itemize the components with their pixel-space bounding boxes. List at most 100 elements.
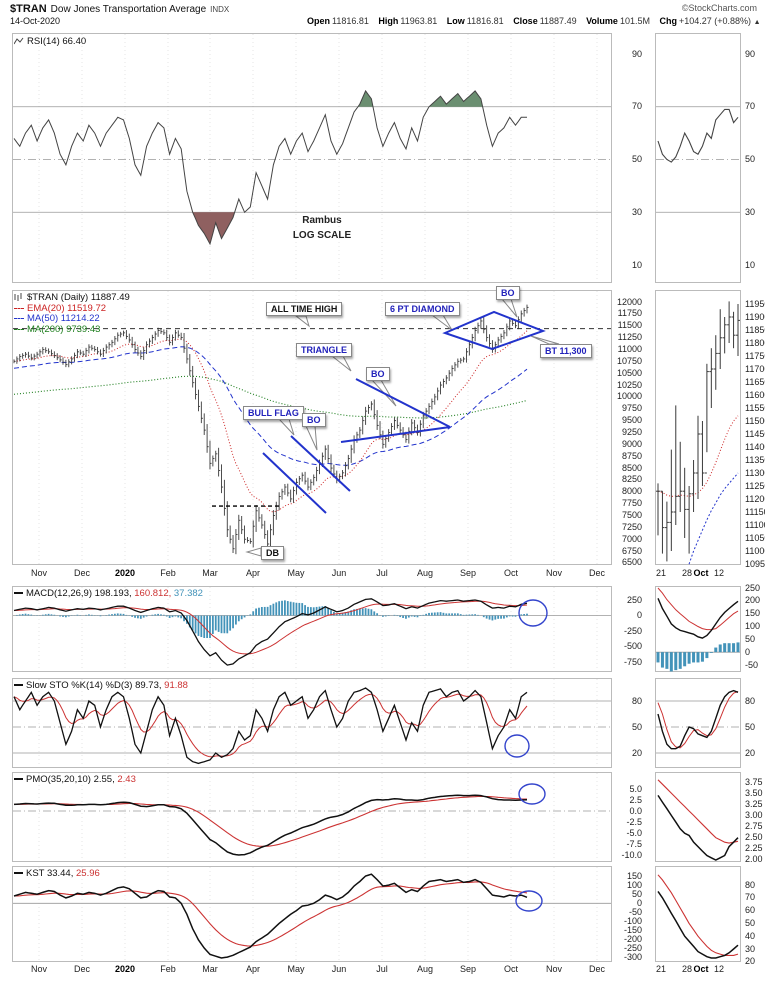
y-axis-tick: -50 (745, 659, 759, 670)
x-month-label: Feb (160, 964, 176, 974)
x-month-label: Mar (202, 568, 218, 578)
macd-signal-value: 160.812, (131, 588, 172, 599)
pmo-swatch-icon (14, 778, 23, 780)
y-axis-tick: 70 (745, 892, 756, 903)
x-month-label: Dec (73, 964, 90, 974)
kst-label-row: KST 33.44, 25.96 (14, 868, 100, 879)
y-axis-tick: -100 (623, 916, 642, 927)
kst-mini-panel (655, 866, 741, 962)
x-month-label: Oct (503, 568, 518, 578)
y-axis-tick: 50 (631, 888, 642, 899)
x-month-label: Jun (331, 964, 347, 974)
quote-summary: Open 11816.81 High 11963.81 Low 11816.81 Cl… (300, 16, 761, 26)
ema20-legend: EMA(20) 11519.72 (27, 302, 107, 314)
rsi-mini-panel (655, 33, 741, 283)
y-axis-tick: 11050 (745, 532, 765, 543)
ma50-legend: MA(50) 11214.22 (27, 313, 100, 324)
y-axis-tick: 40 (745, 930, 756, 941)
macd-mini-panel (655, 586, 741, 672)
kst-panel (12, 866, 612, 962)
y-axis-tick: 20 (631, 747, 642, 758)
y-axis-tick: 11900 (745, 311, 765, 322)
y-axis-tick: 2.5 (629, 794, 642, 805)
x-month-label: Aug (416, 964, 433, 974)
macd-label-row: MACD(12,26,9) 198.193, 160.812, 37.382 (14, 588, 203, 599)
x-month-label: Nov (30, 568, 47, 578)
y-axis-tick: 150 (745, 608, 761, 619)
y-axis-tick: 80 (745, 879, 756, 890)
y-axis-tick: -250 (623, 625, 642, 636)
annotation-bo-diamond: BO (496, 286, 520, 300)
kst-swatch-icon (14, 872, 23, 874)
y-axis-tick: 11800 (745, 337, 765, 348)
y-axis-tick: 2.00 (745, 854, 763, 865)
x-month-label: Dec (73, 568, 90, 578)
y-axis-tick: 12000 (616, 296, 642, 307)
y-axis-tick: 50 (631, 154, 642, 164)
stochastics-panel (12, 678, 612, 768)
x-month-label: Apr (245, 964, 260, 974)
y-axis-tick: 11000 (617, 343, 642, 354)
ma200-legend: MA(200) 9739.43 (27, 323, 101, 335)
y-axis-tick: 3.25 (745, 798, 763, 809)
kst-label: KST 33.44, (26, 868, 74, 879)
x-date-label: 21 (655, 964, 666, 974)
y-axis-tick: 8250 (621, 474, 642, 485)
sto-swatch-icon (14, 684, 23, 686)
y-axis-tick: -10.0 (621, 849, 642, 860)
x-month-label: May (287, 964, 305, 974)
macd-label: MACD(12,26,9) 198.193, (26, 588, 132, 599)
y-axis-tick: -7.5 (626, 838, 642, 849)
y-axis-tick: 9250 (621, 426, 642, 437)
y-axis-tick: -750 (623, 656, 642, 667)
y-axis-tick: 11550 (745, 402, 765, 413)
high-label: High (378, 16, 399, 26)
y-axis-tick: 20 (745, 747, 756, 758)
ema20-swatch-icon (14, 307, 24, 309)
volume-label: Volume (586, 16, 618, 26)
annotation-backtest-11300: BT 11,300 (540, 344, 592, 358)
rsi-label-row: RSI(14) 66.40 (13, 36, 86, 47)
x-month-label: May (287, 568, 305, 578)
y-axis-tick: 10950 (745, 558, 765, 569)
sto-d-value: 91.88 (161, 680, 188, 691)
y-axis-tick: 30 (745, 206, 756, 217)
y-axis-tick: 10 (631, 259, 642, 270)
y-axis-tick: -50 (628, 906, 642, 917)
y-axis-tick: 11500 (617, 320, 642, 331)
x-date-label: 12 (713, 568, 724, 578)
y-axis-tick: 6750 (621, 545, 642, 556)
y-axis-tick: 11450 (745, 428, 765, 439)
y-axis-tick: 7250 (621, 521, 642, 532)
annotation-bull-flag: BULL FLAG (243, 406, 304, 420)
ma50-swatch-icon (14, 318, 24, 319)
y-axis-tick: 250 (745, 582, 761, 593)
x-date-label: Oct (693, 568, 709, 578)
rambus-note: Rambus (302, 215, 342, 226)
y-axis-tick: 0 (636, 897, 642, 908)
y-axis-tick: -2.5 (626, 816, 642, 827)
x-date-label: 28 (681, 568, 692, 578)
ticker-exchange: INDX (210, 5, 230, 14)
sto-label-row: Slow STO %K(14) %D(3) 89.73, 91.88 (14, 680, 188, 691)
y-axis-tick: 5.0 (629, 783, 642, 794)
x-month-label: Dec (588, 964, 605, 974)
annotation-bo-flag: BO (302, 413, 326, 427)
y-axis-tick: 50 (745, 917, 756, 928)
y-axis-tick: 50 (631, 721, 642, 732)
chg-label: Chg (659, 16, 677, 26)
y-axis-tick: 100 (626, 879, 642, 890)
y-axis-tick: 150 (626, 870, 642, 881)
y-axis-tick: 11200 (745, 493, 765, 504)
y-axis-tick: 11750 (745, 350, 765, 361)
pmo-panel (12, 772, 612, 862)
pmo-label: PMO(35,20,10) 2.55, (26, 774, 115, 785)
x-month-label: Oct (503, 964, 518, 974)
y-axis-tick: -200 (623, 934, 642, 945)
pmo-signal-value: 2.43 (114, 774, 136, 785)
y-axis-tick: 2.25 (745, 843, 763, 854)
macd-hist-value: 37.382 (171, 588, 203, 599)
price-mini-panel (655, 290, 741, 565)
y-axis-tick: 90 (631, 48, 642, 59)
bar-chart-icon (14, 293, 22, 301)
